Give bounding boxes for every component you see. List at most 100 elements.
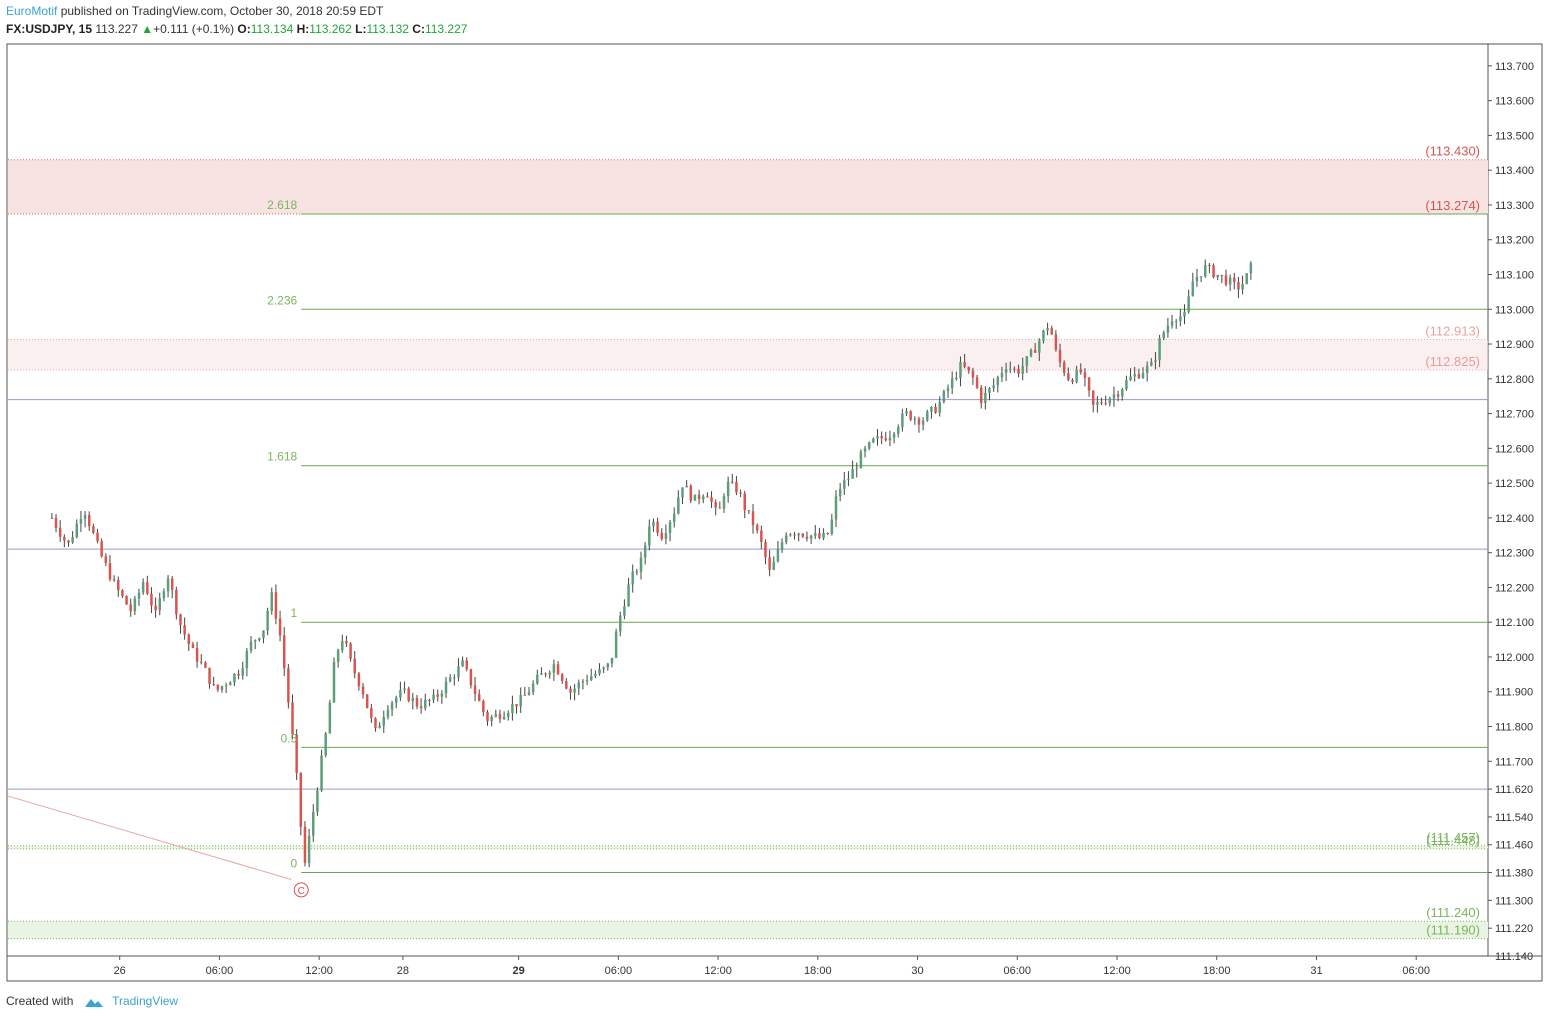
candle-body bbox=[814, 533, 817, 536]
candle-body bbox=[1145, 365, 1149, 374]
candle-body bbox=[320, 755, 323, 791]
candle-body bbox=[930, 406, 933, 412]
x-tick-label: 31 bbox=[1310, 965, 1322, 977]
candle-body bbox=[527, 692, 531, 696]
candle-body bbox=[805, 536, 809, 539]
candle-body bbox=[1137, 374, 1141, 378]
candle-body bbox=[971, 370, 975, 378]
candle-body bbox=[585, 680, 589, 682]
candle-body bbox=[1195, 277, 1199, 282]
candle-body bbox=[1104, 403, 1107, 405]
fib-level-label: 1.618 bbox=[267, 450, 297, 464]
candle-body bbox=[307, 835, 311, 863]
candle-body bbox=[490, 716, 493, 722]
candle-body bbox=[175, 589, 178, 615]
candle-body bbox=[258, 638, 261, 641]
candle-body bbox=[950, 378, 954, 389]
x-tick-label: 06:00 bbox=[605, 965, 633, 977]
tradingview-logo-text[interactable]: TradingView bbox=[112, 994, 179, 1008]
candle-body bbox=[1208, 264, 1211, 266]
candle-body bbox=[739, 492, 742, 494]
candle-body bbox=[162, 591, 166, 599]
candle-body bbox=[1179, 316, 1182, 322]
high-label: H: bbox=[296, 22, 310, 36]
candle-body bbox=[664, 532, 668, 539]
tradingview-cloud-icon bbox=[84, 998, 103, 1007]
candle-body bbox=[1112, 394, 1116, 399]
candle-body bbox=[92, 526, 95, 533]
low-label: L: bbox=[355, 22, 367, 36]
support-price-label: (111.448) bbox=[1426, 833, 1480, 848]
candle-body bbox=[270, 592, 274, 612]
x-tick-label: 26 bbox=[114, 965, 126, 977]
candle-body bbox=[299, 772, 303, 827]
candle-body bbox=[1013, 368, 1016, 370]
resistance-price-label: (113.430) bbox=[1425, 144, 1480, 159]
candle-body bbox=[1021, 365, 1024, 374]
candle-body bbox=[1075, 369, 1078, 382]
y-tick-label: 113.000 bbox=[1495, 304, 1534, 316]
candle-body bbox=[760, 530, 763, 542]
candle-body bbox=[498, 713, 502, 719]
candle-body bbox=[1162, 332, 1166, 339]
y-tick-label: 112.600 bbox=[1495, 443, 1534, 455]
symbol-legend: FX:USDJPY, 15 113.227 ▲+0.111 (+0.1%) O:… bbox=[6, 22, 467, 36]
candle-body bbox=[448, 677, 452, 682]
candle-body bbox=[1116, 394, 1120, 397]
candle-body bbox=[594, 673, 597, 677]
candle-body bbox=[834, 496, 838, 520]
candle-body bbox=[589, 676, 593, 681]
candle-body bbox=[241, 668, 244, 676]
candle-body bbox=[996, 377, 1000, 386]
candle-body bbox=[614, 631, 618, 658]
symbol-name[interactable]: FX:USDJPY, 15 bbox=[6, 22, 93, 36]
candle-body bbox=[581, 681, 585, 683]
candle-body bbox=[975, 377, 979, 388]
candle-body bbox=[411, 698, 415, 702]
candle-body bbox=[1224, 275, 1228, 285]
candle-body bbox=[859, 451, 863, 469]
candle-body bbox=[548, 672, 551, 675]
candle-body bbox=[1249, 263, 1253, 274]
author-link[interactable]: EuroMotif bbox=[6, 4, 58, 18]
candle-body bbox=[150, 593, 153, 606]
candle-body bbox=[863, 448, 867, 452]
candle-body bbox=[1029, 349, 1033, 357]
candle-body bbox=[672, 513, 676, 522]
resistance-zone bbox=[8, 339, 1488, 371]
candle-body bbox=[643, 545, 647, 558]
candle-body bbox=[125, 596, 128, 605]
candle-body bbox=[345, 640, 348, 644]
price-chart[interactable]: 113.700 113.600 113.500 113.400 113.300 113.2… bbox=[0, 0, 1547, 990]
candle-body bbox=[1038, 340, 1041, 353]
candle-body bbox=[1071, 379, 1074, 382]
candle-body bbox=[291, 702, 294, 735]
candle-body bbox=[531, 683, 535, 693]
candle-body bbox=[75, 523, 79, 537]
candle-body bbox=[938, 401, 941, 413]
candle-body bbox=[353, 658, 356, 674]
candle-body bbox=[50, 517, 54, 519]
candle-body bbox=[316, 790, 319, 812]
candle-body bbox=[714, 502, 717, 508]
candle-body bbox=[465, 660, 469, 670]
wave-label-circle bbox=[293, 882, 309, 898]
candle-body bbox=[677, 497, 680, 514]
candle-body bbox=[1091, 390, 1095, 405]
candle-body bbox=[967, 366, 971, 371]
candle-body bbox=[444, 681, 448, 694]
y-tick-label: 112.500 bbox=[1495, 478, 1534, 490]
candle-body bbox=[341, 640, 344, 651]
candle-body bbox=[789, 534, 792, 536]
candle-body bbox=[457, 666, 460, 678]
candle-body bbox=[121, 590, 124, 597]
candle-body bbox=[872, 438, 875, 443]
candle-body bbox=[610, 657, 614, 664]
candle-body bbox=[220, 686, 224, 690]
candle-body bbox=[324, 733, 327, 756]
y-tick-label: 111.900 bbox=[1495, 687, 1533, 699]
y-tick-label: 111.300 bbox=[1495, 895, 1533, 907]
candle-body bbox=[772, 561, 776, 570]
fib-level-label: 0 bbox=[291, 857, 298, 871]
candle-body bbox=[747, 510, 751, 512]
